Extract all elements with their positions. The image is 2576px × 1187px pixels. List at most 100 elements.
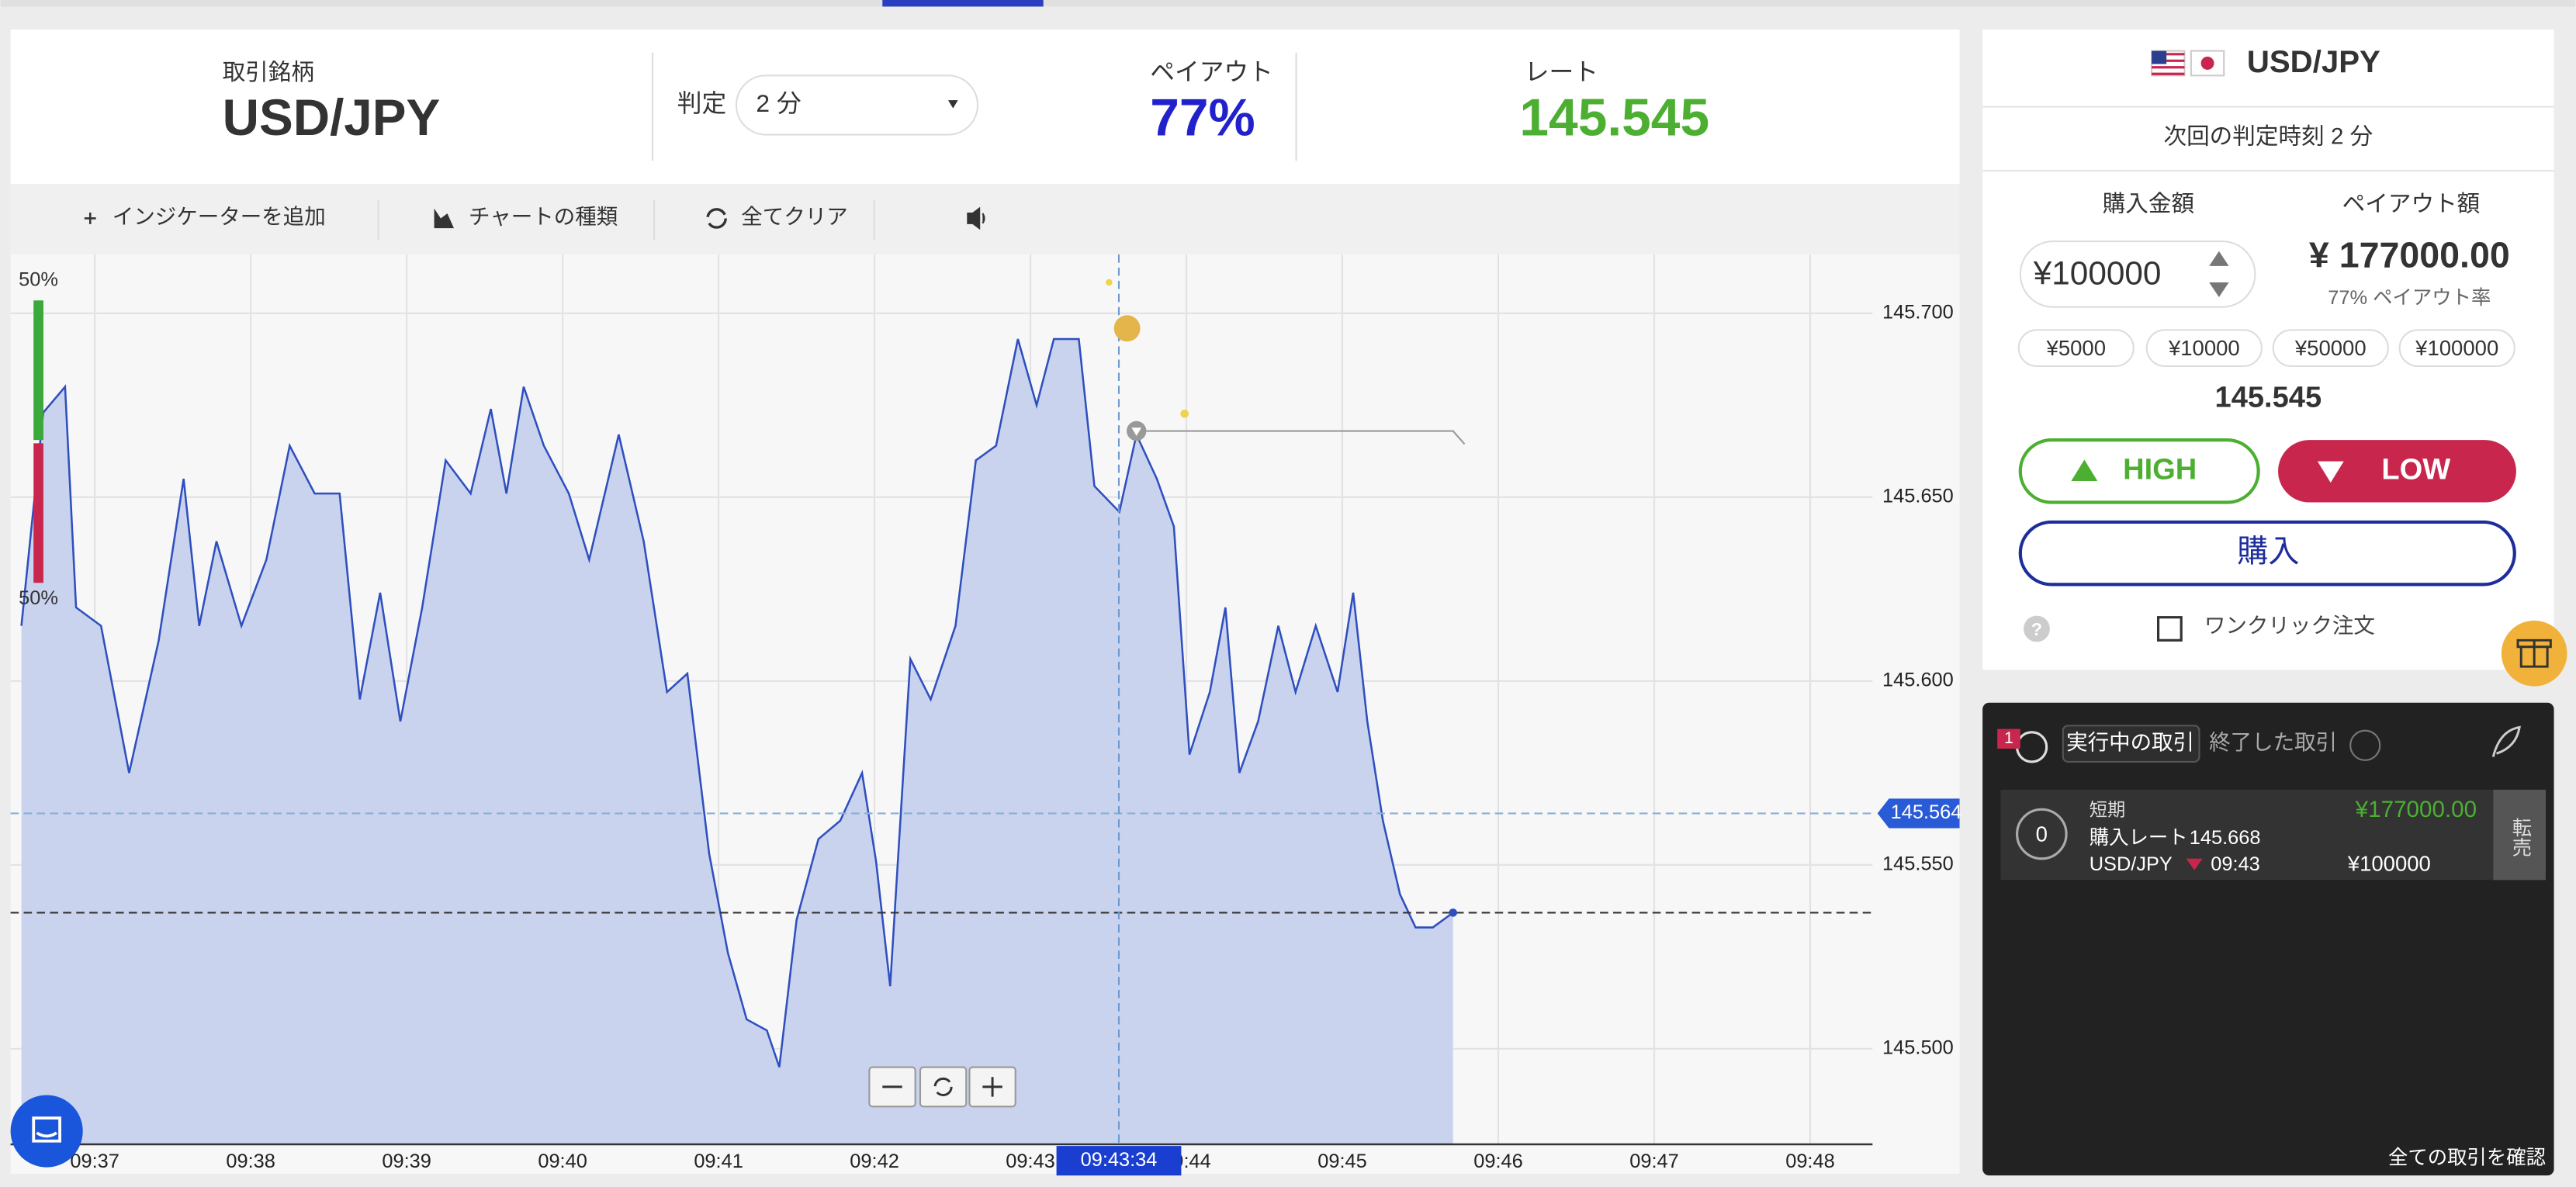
x-tick-label: 09:45 xyxy=(1317,1151,1366,1172)
amount-label: 購入金額 xyxy=(2103,191,2194,216)
preset-button[interactable] xyxy=(2398,329,2515,367)
y-tick-label: 145.650 xyxy=(1882,486,1954,507)
y-tick-label: 145.600 xyxy=(1882,669,1954,690)
sound-icon[interactable] xyxy=(967,206,985,230)
trade-amount: ¥100000 xyxy=(2347,851,2431,875)
expiry[interactable]: 2 分 xyxy=(756,89,801,117)
payout-label: ペイアウト額 xyxy=(2342,191,2481,216)
y-tick-label: 145.500 xyxy=(1882,1036,1954,1058)
payout: 77% xyxy=(1150,88,1255,147)
panel-rate: 145.545 xyxy=(2215,381,2322,414)
closed-tab[interactable]: 終了した取引 xyxy=(2209,730,2337,754)
countdown xyxy=(2015,808,2068,860)
term: 短期 xyxy=(2090,800,2126,820)
sentiment-high: 50% xyxy=(19,269,58,291)
low-icon xyxy=(2317,461,2344,483)
resell[interactable]: 転売 xyxy=(2509,818,2531,857)
plus-icon xyxy=(84,213,96,224)
crosshair-tag xyxy=(1056,1146,1182,1176)
expiry-label: 判定 xyxy=(677,89,726,117)
coin-icon xyxy=(1113,315,1141,342)
preset[interactable]: ¥50000 xyxy=(2294,336,2367,360)
low-button[interactable] xyxy=(2278,440,2516,503)
trade-rate: 145.668 xyxy=(2190,827,2261,849)
trade-payout: ¥177000.00 xyxy=(2355,797,2477,822)
price-area xyxy=(21,338,1453,1144)
one-click-checkbox[interactable] xyxy=(2156,616,2183,642)
preset[interactable]: ¥5000 xyxy=(2046,336,2106,360)
sentiment-low: 50% xyxy=(19,587,58,609)
trade-time: 09:43 xyxy=(2211,853,2259,875)
top-bar xyxy=(0,0,2576,7)
rate-label: 購入レート xyxy=(2090,827,2188,849)
chat-icon xyxy=(32,1116,61,1143)
active-tab-indicator xyxy=(882,0,1044,7)
resell-button[interactable] xyxy=(2493,789,2546,881)
trade-symbol: USD/JPY xyxy=(2090,853,2173,875)
payout-label: ペイアウト xyxy=(1150,58,1273,86)
one-click[interactable]: ワンクリック注文 xyxy=(2204,614,2375,638)
rate: 145.545 xyxy=(1519,88,1709,147)
panel-symbol: USD/JPY xyxy=(2247,44,2380,79)
price-line xyxy=(20,337,1454,1068)
chart-type[interactable]: チャートの種類 xyxy=(469,205,618,229)
badge xyxy=(1997,728,2020,749)
sparkle xyxy=(1180,409,1189,418)
x-tick-label: 09:47 xyxy=(1629,1151,1679,1172)
high-icon xyxy=(2071,459,2098,482)
buy-label[interactable]: 購入 xyxy=(2237,534,2299,569)
zoom-controls xyxy=(868,1066,1016,1108)
low-label[interactable]: LOW xyxy=(2381,453,2450,486)
help[interactable]: ? xyxy=(2031,619,2042,639)
x-tick-label: 09:39 xyxy=(382,1151,431,1172)
buy-button[interactable] xyxy=(2018,520,2516,587)
trades-panel xyxy=(1982,702,2554,1176)
x-tick-label: 09:48 xyxy=(1785,1151,1835,1172)
price-tag xyxy=(1877,798,1960,829)
payout-rate: 77% ペイアウト率 xyxy=(2328,287,2491,309)
preset-button[interactable] xyxy=(2145,329,2263,367)
y-tick-label: 145.700 xyxy=(1882,302,1954,324)
view-all[interactable]: 全ての取引を確認 xyxy=(2388,1147,2546,1169)
sparkle xyxy=(1106,279,1113,286)
symbol: USD/JPY xyxy=(223,89,441,146)
preset-button[interactable] xyxy=(2272,329,2389,367)
add-indicator[interactable]: インジケーターを追加 xyxy=(113,205,326,229)
stepper[interactable] xyxy=(2209,251,2229,298)
amount[interactable]: ¥100000 xyxy=(2033,255,2162,292)
payout-amount: ¥ 177000.00 xyxy=(2309,235,2510,275)
entry-line xyxy=(1136,430,1466,445)
high-button[interactable] xyxy=(2018,438,2260,504)
help-icon[interactable] xyxy=(2024,615,2050,642)
direction-icon xyxy=(2186,858,2203,870)
symbol-label: 取引銘柄 xyxy=(223,60,314,85)
high-label[interactable]: HIGH xyxy=(2123,453,2197,486)
refresh-icon xyxy=(706,208,727,229)
plus-icon xyxy=(982,1077,1002,1097)
amount-input[interactable] xyxy=(2019,241,2256,308)
active-tab-label[interactable]: 実行中の取引 xyxy=(2066,730,2194,754)
preset[interactable]: ¥10000 xyxy=(2168,336,2240,360)
active-tab[interactable] xyxy=(2062,725,2200,763)
expiry-dropdown[interactable] xyxy=(735,74,979,136)
x-tick-label: 09:37 xyxy=(70,1151,119,1172)
rate-label: レート xyxy=(1525,58,1598,86)
entry-arrow xyxy=(1131,427,1142,436)
chat-button[interactable] xyxy=(10,1095,83,1168)
x-tick-label: 09:41 xyxy=(694,1151,743,1172)
preset-button[interactable] xyxy=(2017,329,2135,367)
clear-all[interactable]: 全てクリア xyxy=(741,205,847,229)
plot: 09:37 09:38 09:39 09:40 09:41 09:42 09:43 09:44… xyxy=(10,254,1961,1176)
last-point xyxy=(1449,908,1458,917)
preset[interactable]: ¥100000 xyxy=(2415,336,2498,360)
feather-icon[interactable] xyxy=(2491,725,2521,757)
export-icon[interactable] xyxy=(2349,729,2381,761)
zoom-reset[interactable] xyxy=(919,1066,968,1108)
trade-card[interactable] xyxy=(2000,789,2494,881)
header-panel xyxy=(10,29,1960,185)
gift-icon xyxy=(2516,638,2552,668)
next-expiry: 次回の判定時刻 2 分 xyxy=(2163,124,2373,150)
crosshair-label: 09:43:34 xyxy=(1081,1149,1158,1171)
